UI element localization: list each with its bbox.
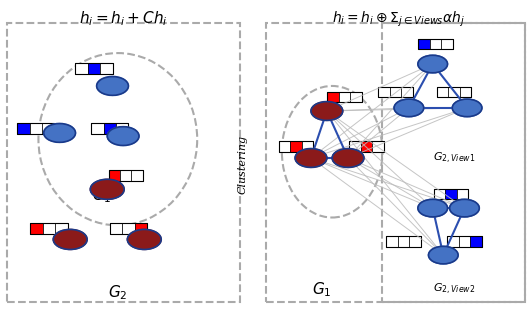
FancyBboxPatch shape — [398, 236, 409, 247]
Circle shape — [90, 179, 124, 199]
FancyBboxPatch shape — [109, 170, 120, 181]
FancyBboxPatch shape — [122, 223, 135, 234]
FancyBboxPatch shape — [350, 141, 361, 152]
Circle shape — [394, 99, 423, 117]
Circle shape — [107, 127, 139, 145]
FancyBboxPatch shape — [460, 87, 471, 97]
FancyBboxPatch shape — [43, 223, 55, 234]
Circle shape — [450, 199, 479, 217]
Circle shape — [53, 229, 87, 249]
Circle shape — [44, 124, 76, 142]
Circle shape — [127, 229, 161, 249]
Text: $G_{2,View2}$: $G_{2,View2}$ — [433, 282, 475, 297]
FancyBboxPatch shape — [327, 92, 338, 102]
FancyBboxPatch shape — [441, 39, 453, 49]
FancyBboxPatch shape — [266, 23, 525, 302]
FancyBboxPatch shape — [17, 123, 30, 134]
FancyBboxPatch shape — [92, 123, 104, 134]
FancyBboxPatch shape — [390, 87, 401, 97]
Text: $h_i = h_i + Ch_i$: $h_i = h_i + Ch_i$ — [79, 9, 168, 28]
FancyBboxPatch shape — [116, 123, 128, 134]
Text: $G_2$: $G_2$ — [108, 283, 128, 302]
FancyBboxPatch shape — [448, 87, 460, 97]
Circle shape — [332, 149, 364, 167]
FancyBboxPatch shape — [135, 223, 147, 234]
FancyBboxPatch shape — [457, 189, 469, 199]
FancyBboxPatch shape — [418, 39, 430, 49]
Circle shape — [311, 102, 343, 120]
FancyBboxPatch shape — [401, 87, 413, 97]
Text: $h_i = h_i \oplus \Sigma_{j \in Views} \alpha h_j$: $h_i = h_i \oplus \Sigma_{j \in Views} \… — [332, 9, 465, 28]
FancyBboxPatch shape — [430, 39, 441, 49]
FancyBboxPatch shape — [88, 63, 100, 74]
FancyBboxPatch shape — [445, 189, 457, 199]
Circle shape — [295, 149, 327, 167]
FancyBboxPatch shape — [104, 123, 116, 134]
Text: $G_{2,View1}$: $G_{2,View1}$ — [433, 150, 475, 166]
Circle shape — [418, 55, 447, 73]
FancyBboxPatch shape — [434, 189, 445, 199]
FancyBboxPatch shape — [350, 92, 362, 102]
FancyBboxPatch shape — [100, 63, 113, 74]
FancyBboxPatch shape — [30, 223, 43, 234]
FancyBboxPatch shape — [110, 223, 122, 234]
FancyBboxPatch shape — [302, 141, 313, 152]
FancyBboxPatch shape — [459, 236, 470, 247]
Circle shape — [418, 199, 447, 217]
FancyBboxPatch shape — [338, 92, 350, 102]
FancyBboxPatch shape — [7, 23, 239, 302]
FancyBboxPatch shape — [76, 63, 88, 74]
FancyBboxPatch shape — [120, 170, 131, 181]
FancyBboxPatch shape — [30, 123, 42, 134]
FancyBboxPatch shape — [55, 223, 68, 234]
Circle shape — [97, 76, 128, 95]
Text: $G_1$: $G_1$ — [92, 186, 112, 205]
FancyBboxPatch shape — [409, 236, 421, 247]
Circle shape — [428, 246, 458, 264]
FancyBboxPatch shape — [131, 170, 143, 181]
FancyBboxPatch shape — [372, 141, 384, 152]
FancyBboxPatch shape — [290, 141, 302, 152]
FancyBboxPatch shape — [279, 141, 290, 152]
FancyBboxPatch shape — [447, 236, 459, 247]
FancyBboxPatch shape — [378, 87, 390, 97]
Text: $G_1$: $G_1$ — [312, 280, 331, 299]
Text: Clustering: Clustering — [237, 135, 247, 194]
FancyBboxPatch shape — [470, 236, 481, 247]
FancyBboxPatch shape — [386, 236, 398, 247]
FancyBboxPatch shape — [437, 87, 448, 97]
FancyBboxPatch shape — [361, 141, 372, 152]
FancyBboxPatch shape — [42, 123, 54, 134]
Circle shape — [452, 99, 482, 117]
